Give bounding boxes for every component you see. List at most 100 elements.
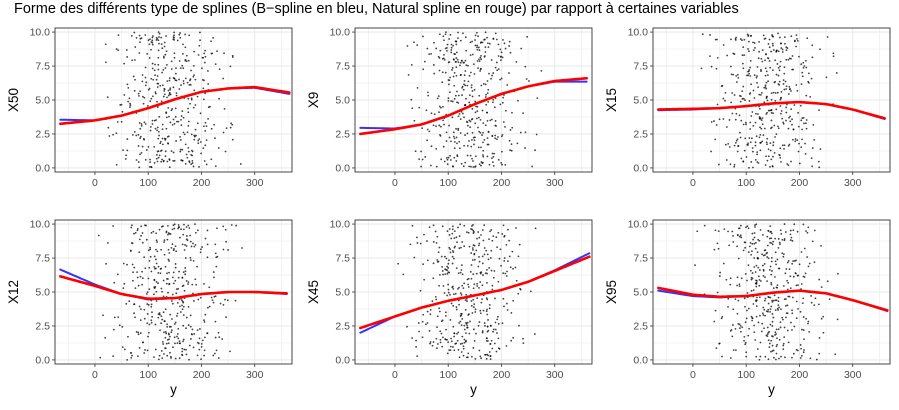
data-point — [426, 139, 429, 142]
data-point — [443, 292, 446, 294]
data-point — [162, 295, 165, 298]
data-point — [450, 302, 453, 305]
data-point — [134, 316, 136, 319]
data-point — [418, 158, 421, 161]
data-point — [205, 139, 208, 142]
data-point — [732, 234, 734, 237]
data-point — [822, 315, 825, 318]
data-point — [202, 125, 205, 128]
data-point — [178, 88, 181, 90]
data-point — [169, 121, 172, 124]
data-point — [761, 49, 764, 52]
data-point — [479, 272, 482, 275]
data-point — [166, 80, 169, 82]
data-point — [475, 105, 477, 108]
data-point — [164, 53, 167, 56]
data-point — [165, 35, 167, 37]
data-point — [770, 350, 772, 353]
data-point — [739, 100, 742, 103]
data-point — [446, 352, 449, 355]
data-point — [803, 276, 806, 278]
data-point — [131, 133, 134, 136]
data-point — [508, 45, 511, 47]
data-point — [180, 124, 183, 127]
data-point — [715, 67, 718, 70]
data-point — [153, 119, 156, 122]
data-point — [180, 84, 182, 87]
data-point — [449, 159, 452, 161]
data-point — [106, 96, 109, 99]
data-point — [410, 63, 413, 66]
data-point — [453, 84, 456, 87]
data-point — [490, 229, 493, 231]
data-point — [136, 228, 139, 230]
data-point — [795, 284, 798, 287]
data-point — [522, 342, 525, 345]
data-point — [178, 33, 181, 36]
data-point — [510, 339, 513, 342]
data-point — [206, 256, 209, 259]
data-point — [120, 103, 123, 106]
data-point — [779, 156, 782, 159]
data-point — [456, 101, 458, 104]
data-point — [169, 351, 171, 354]
data-point — [132, 75, 135, 78]
data-point — [508, 72, 510, 74]
data-point — [806, 37, 809, 40]
data-point — [759, 133, 762, 136]
data-point — [143, 96, 146, 99]
data-point — [463, 338, 466, 341]
data-point — [795, 84, 798, 86]
data-point — [144, 123, 147, 125]
data-point — [447, 156, 450, 159]
data-point — [452, 304, 455, 307]
data-point — [459, 132, 462, 134]
data-point — [167, 258, 170, 261]
data-point — [753, 42, 756, 44]
data-point — [769, 323, 772, 326]
data-point — [112, 355, 115, 357]
data-point — [460, 162, 463, 165]
data-point — [435, 125, 437, 127]
data-point — [486, 308, 488, 311]
data-point — [496, 246, 499, 249]
data-point — [756, 151, 759, 154]
data-point — [507, 260, 509, 262]
data-point — [463, 83, 465, 86]
data-point — [729, 283, 732, 286]
data-point — [129, 102, 131, 105]
data-point — [771, 165, 774, 167]
data-point — [481, 284, 484, 287]
data-point — [497, 43, 500, 46]
data-point — [214, 336, 217, 339]
data-point — [131, 263, 134, 266]
data-point — [762, 274, 765, 277]
data-point — [442, 35, 445, 38]
data-point — [730, 38, 732, 41]
data-point — [445, 257, 448, 260]
data-point — [782, 318, 784, 321]
data-point — [444, 33, 447, 36]
data-point — [426, 91, 429, 94]
data-point — [785, 106, 788, 109]
data-point — [738, 114, 741, 117]
data-point — [430, 164, 432, 167]
data-point — [166, 354, 169, 357]
data-point — [153, 356, 155, 359]
data-point — [174, 115, 177, 118]
data-point — [741, 39, 743, 42]
data-point — [783, 237, 786, 240]
data-point — [782, 342, 785, 345]
data-point — [198, 337, 201, 340]
y-tick-label: 10.0 — [30, 27, 51, 39]
data-point — [800, 63, 803, 66]
data-point — [748, 50, 750, 53]
data-point — [438, 57, 441, 59]
data-point — [479, 281, 482, 283]
data-point — [442, 285, 445, 287]
data-point — [204, 129, 207, 132]
data-point — [736, 245, 738, 248]
data-point — [759, 341, 762, 344]
data-point — [494, 32, 497, 35]
data-point — [492, 155, 495, 158]
